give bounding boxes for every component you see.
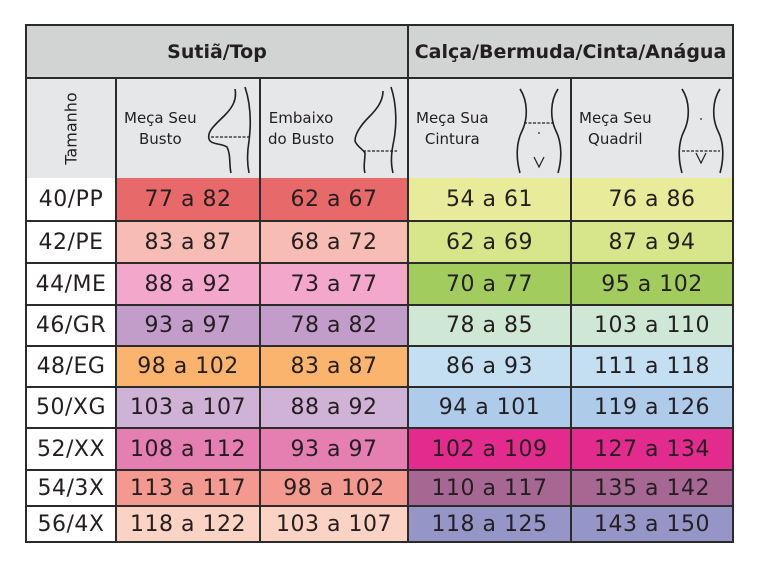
size-row: 40/PP 77 a 82 62 a 67 54 a 61 76 a 86 <box>27 178 732 220</box>
waist-range: 62 a 69 <box>407 222 570 262</box>
underbust-profile-measure-icon <box>354 86 397 174</box>
bust-range: 108 a 112 <box>115 429 259 469</box>
bust-range: 103 a 107 <box>115 388 259 427</box>
size-label: 48/EG <box>27 347 115 386</box>
size-rows: 40/PP 77 a 82 62 a 67 54 a 61 76 a 86 42… <box>27 178 732 541</box>
underbust-range: 68 a 72 <box>259 222 407 262</box>
waist-header-label: Meça Sua Cintura <box>416 109 489 148</box>
size-label: 44/ME <box>27 264 115 304</box>
size-label: 42/PE <box>27 222 115 262</box>
underbust-range: 88 a 92 <box>259 388 407 427</box>
hip-range: 95 a 102 <box>570 264 732 304</box>
size-row: 44/ME 88 a 92 73 a 77 70 a 77 95 a 102 <box>27 262 732 304</box>
size-row: 46/GR 93 a 97 78 a 82 78 a 85 103 a 110 <box>27 304 732 345</box>
hip-range: 111 a 118 <box>570 347 732 386</box>
bust-header-label: Meça Seu Busto <box>124 109 197 148</box>
underbust-range: 103 a 107 <box>259 507 407 541</box>
bust-range: 88 a 92 <box>115 264 259 304</box>
hip-range: 76 a 86 <box>570 178 732 220</box>
size-column-header: Tamanho <box>27 79 115 178</box>
size-header-label: Tamanho <box>61 92 81 165</box>
hip-range: 119 a 126 <box>570 388 732 427</box>
hip-range: 103 a 110 <box>570 306 732 345</box>
size-row: 56/4X 118 a 122 103 a 107 118 a 125 143 … <box>27 505 732 541</box>
waist-range: 70 a 77 <box>407 264 570 304</box>
group-header-top: Sutiã/Top <box>167 40 267 63</box>
measure-header-row: Tamanho Meça Seu Busto Embaixo do Busto <box>27 77 732 178</box>
waist-range: 86 a 93 <box>407 347 570 386</box>
waist-range: 110 a 117 <box>407 471 570 505</box>
size-label: 56/4X <box>27 507 115 541</box>
size-row: 50/XG 103 a 107 88 a 92 94 a 101 119 a 1… <box>27 386 732 427</box>
size-label: 54/3X <box>27 471 115 505</box>
group-header-row: Sutiã/Top Calça/Bermuda/Cinta/Anágua <box>27 26 732 77</box>
underbust-range: 98 a 102 <box>259 471 407 505</box>
underbust-range: 78 a 82 <box>259 306 407 345</box>
waist-column-header: Meça Sua Cintura <box>407 79 570 178</box>
bust-range: 77 a 82 <box>115 178 259 220</box>
underbust-header-label: Embaixo do Busto <box>268 109 335 148</box>
size-label: 46/GR <box>27 306 115 345</box>
size-label: 40/PP <box>27 178 115 220</box>
waist-range: 78 a 85 <box>407 306 570 345</box>
hip-range: 135 a 142 <box>570 471 732 505</box>
bust-range: 83 a 87 <box>115 222 259 262</box>
waist-range: 102 a 109 <box>407 429 570 469</box>
underbust-range: 73 a 77 <box>259 264 407 304</box>
hip-header-label: Meça Seu Quadril <box>579 109 652 148</box>
hip-range: 87 a 94 <box>570 222 732 262</box>
bust-range: 93 a 97 <box>115 306 259 345</box>
underbust-range: 93 a 97 <box>259 429 407 469</box>
size-row: 48/EG 98 a 102 83 a 87 86 a 93 111 a 118 <box>27 345 732 386</box>
size-row: 52/XX 108 a 112 93 a 97 102 a 109 127 a … <box>27 427 732 469</box>
hip-column-header: Meça Seu Quadril <box>570 79 732 178</box>
hip-range: 143 a 150 <box>570 507 732 541</box>
group-header-bottom: Calça/Bermuda/Cinta/Anágua <box>407 26 732 77</box>
bust-range: 118 a 122 <box>115 507 259 541</box>
hip-range: 127 a 134 <box>570 429 732 469</box>
underbust-range: 83 a 87 <box>259 347 407 386</box>
waist-range: 118 a 125 <box>407 507 570 541</box>
size-label: 50/XG <box>27 388 115 427</box>
bust-column-header: Meça Seu Busto <box>115 79 259 178</box>
bust-range: 113 a 117 <box>115 471 259 505</box>
bust-profile-measure-icon <box>207 86 251 174</box>
waist-range: 54 a 61 <box>407 178 570 220</box>
bust-range: 98 a 102 <box>115 347 259 386</box>
size-row: 42/PE 83 a 87 68 a 72 62 a 69 87 a 94 <box>27 220 732 262</box>
hip-front-measure-icon <box>678 88 724 174</box>
size-chart-table: Sutiã/Top Calça/Bermuda/Cinta/Anágua Tam… <box>25 24 734 543</box>
underbust-column-header: Embaixo do Busto <box>259 79 407 178</box>
waist-range: 94 a 101 <box>407 388 570 427</box>
waist-front-measure-icon <box>516 88 562 174</box>
underbust-range: 62 a 67 <box>259 178 407 220</box>
size-label: 52/XX <box>27 429 115 469</box>
size-row: 54/3X 113 a 117 98 a 102 110 a 117 135 a… <box>27 469 732 505</box>
